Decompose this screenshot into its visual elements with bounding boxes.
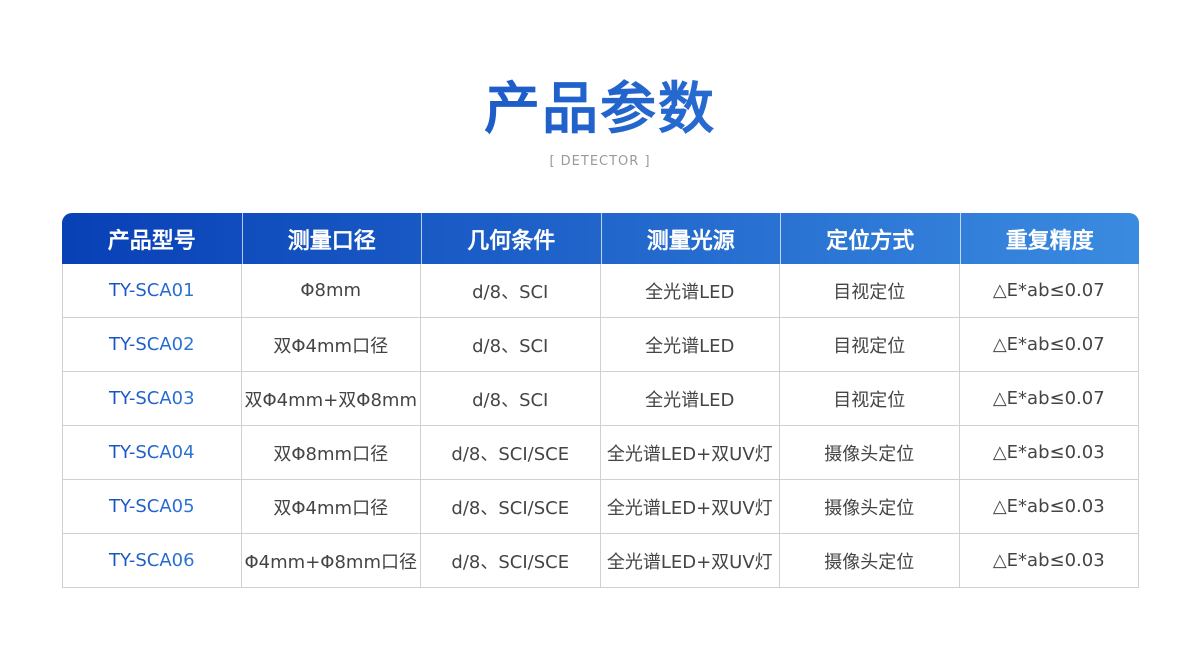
table-cell: 摄像头定位 [780,426,960,480]
table-cell: 全光谱LED [600,318,780,372]
table-cell: △E*ab≤0.07 [959,264,1139,318]
column-header: 产品型号 [107,228,196,254]
table-cell: △E*ab≤0.07 [959,318,1139,372]
table-cell: △E*ab≤0.03 [959,426,1139,480]
table-cell: 摄像头定位 [780,534,960,588]
table-cell: Φ8mm [241,264,421,318]
table-cell: 双Φ8mm口径 [241,426,421,480]
table-cell: △E*ab≤0.03 [959,480,1139,534]
table-cell: 全光谱LED+双UV灯 [600,480,780,534]
spec-table: 产品型号 测量口径 几何条件 测量光源 定位方式 重复精度 TY-SCA01 Φ8mm d/8… [62,213,1139,588]
table-cell: 全光谱LED+双UV灯 [600,426,780,480]
table-cell: d/8、SCI/SCE [421,480,601,534]
table-cell: 摄像头定位 [780,480,960,534]
table-cell: 双Φ4mm口径 [241,318,421,372]
table-row: TY-SCA05 双Φ4mm口径 d/8、SCI/SCE 全光谱LED+双UV灯 摄像头… [62,480,1139,534]
table-cell: 目视定位 [780,318,960,372]
table-cell: Φ4mm+Φ8mm口径 [241,534,421,588]
table-row: TY-SCA02 双Φ4mm口径 d/8、SCI 全光谱LED 目视定位 △E*ab≤0.… [62,318,1139,372]
table-row: TY-SCA06 Φ4mm+Φ8mm口径 d/8、SCI/SCE 全光谱LED+双UV… [62,534,1139,588]
table-cell: △E*ab≤0.07 [959,372,1139,426]
table-cell: d/8、SCI [421,318,601,372]
column-header: 测量光源 [600,213,781,264]
table-cell: 双Φ4mm口径 [241,480,421,534]
table-header-row: 产品型号 测量口径 几何条件 测量光源 定位方式 重复精度 [62,213,1139,264]
table-cell: 全光谱LED [600,372,780,426]
table-row: TY-SCA01 Φ8mm d/8、SCI 全光谱LED 目视定位 △E*ab≤0.07 [62,264,1139,318]
table-row: TY-SCA03 双Φ4mm+双Φ8mm d/8、SCI 全光谱LED 目视定位 △E*a… [62,372,1139,426]
table-cell: 目视定位 [780,372,960,426]
table-cell: d/8、SCI/SCE [421,534,601,588]
model-cell: TY-SCA05 [62,480,242,534]
model-cell: TY-SCA04 [62,426,242,480]
column-header: 测量口径 [241,213,422,264]
model-cell: TY-SCA03 [62,372,242,426]
table-cell: d/8、SCI/SCE [421,426,601,480]
table-cell: 全光谱LED [600,264,780,318]
table-cell: △E*ab≤0.03 [959,534,1139,588]
table-cell: 双Φ4mm+双Φ8mm [241,372,421,426]
model-cell: TY-SCA06 [62,534,242,588]
table-row: TY-SCA04 双Φ8mm口径 d/8、SCI/SCE 全光谱LED+双UV灯 摄像头… [62,426,1139,480]
page-subtitle: [ DETECTOR ] [549,154,651,169]
table-cell: 目视定位 [780,264,960,318]
column-header: 重复精度 [959,213,1140,264]
column-header: 定位方式 [780,213,960,264]
table-cell: d/8、SCI [421,372,601,426]
page-title: 产品参数 [0,74,1200,144]
column-header: 几何条件 [421,213,601,264]
model-cell: TY-SCA01 [62,264,242,318]
table-cell: 全光谱LED+双UV灯 [600,534,780,588]
model-cell: TY-SCA02 [62,318,242,372]
table-cell: d/8、SCI [421,264,601,318]
